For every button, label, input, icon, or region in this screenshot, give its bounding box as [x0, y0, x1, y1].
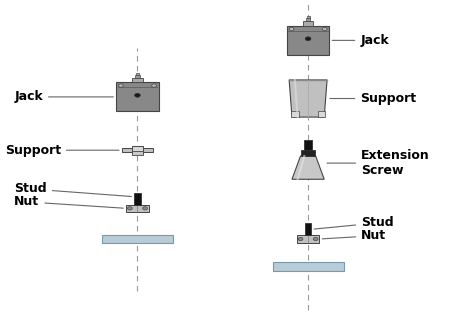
Circle shape — [298, 237, 303, 241]
Bar — [318, 111, 325, 117]
Text: Stud: Stud — [314, 216, 394, 229]
Bar — [287, 26, 329, 55]
Bar — [273, 262, 344, 271]
Bar — [297, 235, 319, 243]
Bar — [132, 151, 143, 155]
Text: Nut: Nut — [322, 229, 386, 242]
Polygon shape — [289, 80, 327, 117]
Circle shape — [128, 207, 132, 210]
Circle shape — [152, 84, 156, 87]
Text: Support: Support — [5, 144, 119, 157]
Bar — [301, 150, 315, 156]
Bar — [131, 146, 143, 153]
Bar — [134, 193, 141, 205]
Bar — [122, 148, 153, 152]
Bar — [303, 21, 313, 26]
Circle shape — [289, 27, 294, 31]
Text: Stud: Stud — [14, 182, 131, 196]
Bar — [304, 140, 312, 152]
Text: Support: Support — [330, 92, 416, 105]
Bar — [136, 73, 139, 75]
Text: Jack: Jack — [332, 34, 389, 47]
Bar — [291, 111, 299, 117]
Bar — [307, 16, 310, 18]
Bar — [132, 78, 143, 82]
Text: Extension
Screw: Extension Screw — [327, 149, 430, 177]
Circle shape — [143, 207, 147, 210]
Bar — [135, 75, 140, 78]
Bar — [306, 18, 310, 21]
Polygon shape — [292, 156, 324, 179]
Circle shape — [322, 27, 327, 31]
Circle shape — [118, 84, 123, 87]
Text: Jack: Jack — [14, 90, 113, 103]
Circle shape — [305, 37, 311, 41]
Circle shape — [313, 237, 318, 241]
Circle shape — [135, 93, 140, 97]
Bar — [116, 82, 159, 111]
Bar — [305, 223, 311, 235]
Bar — [126, 205, 149, 212]
Bar — [102, 235, 173, 243]
Text: Nut: Nut — [14, 195, 123, 208]
